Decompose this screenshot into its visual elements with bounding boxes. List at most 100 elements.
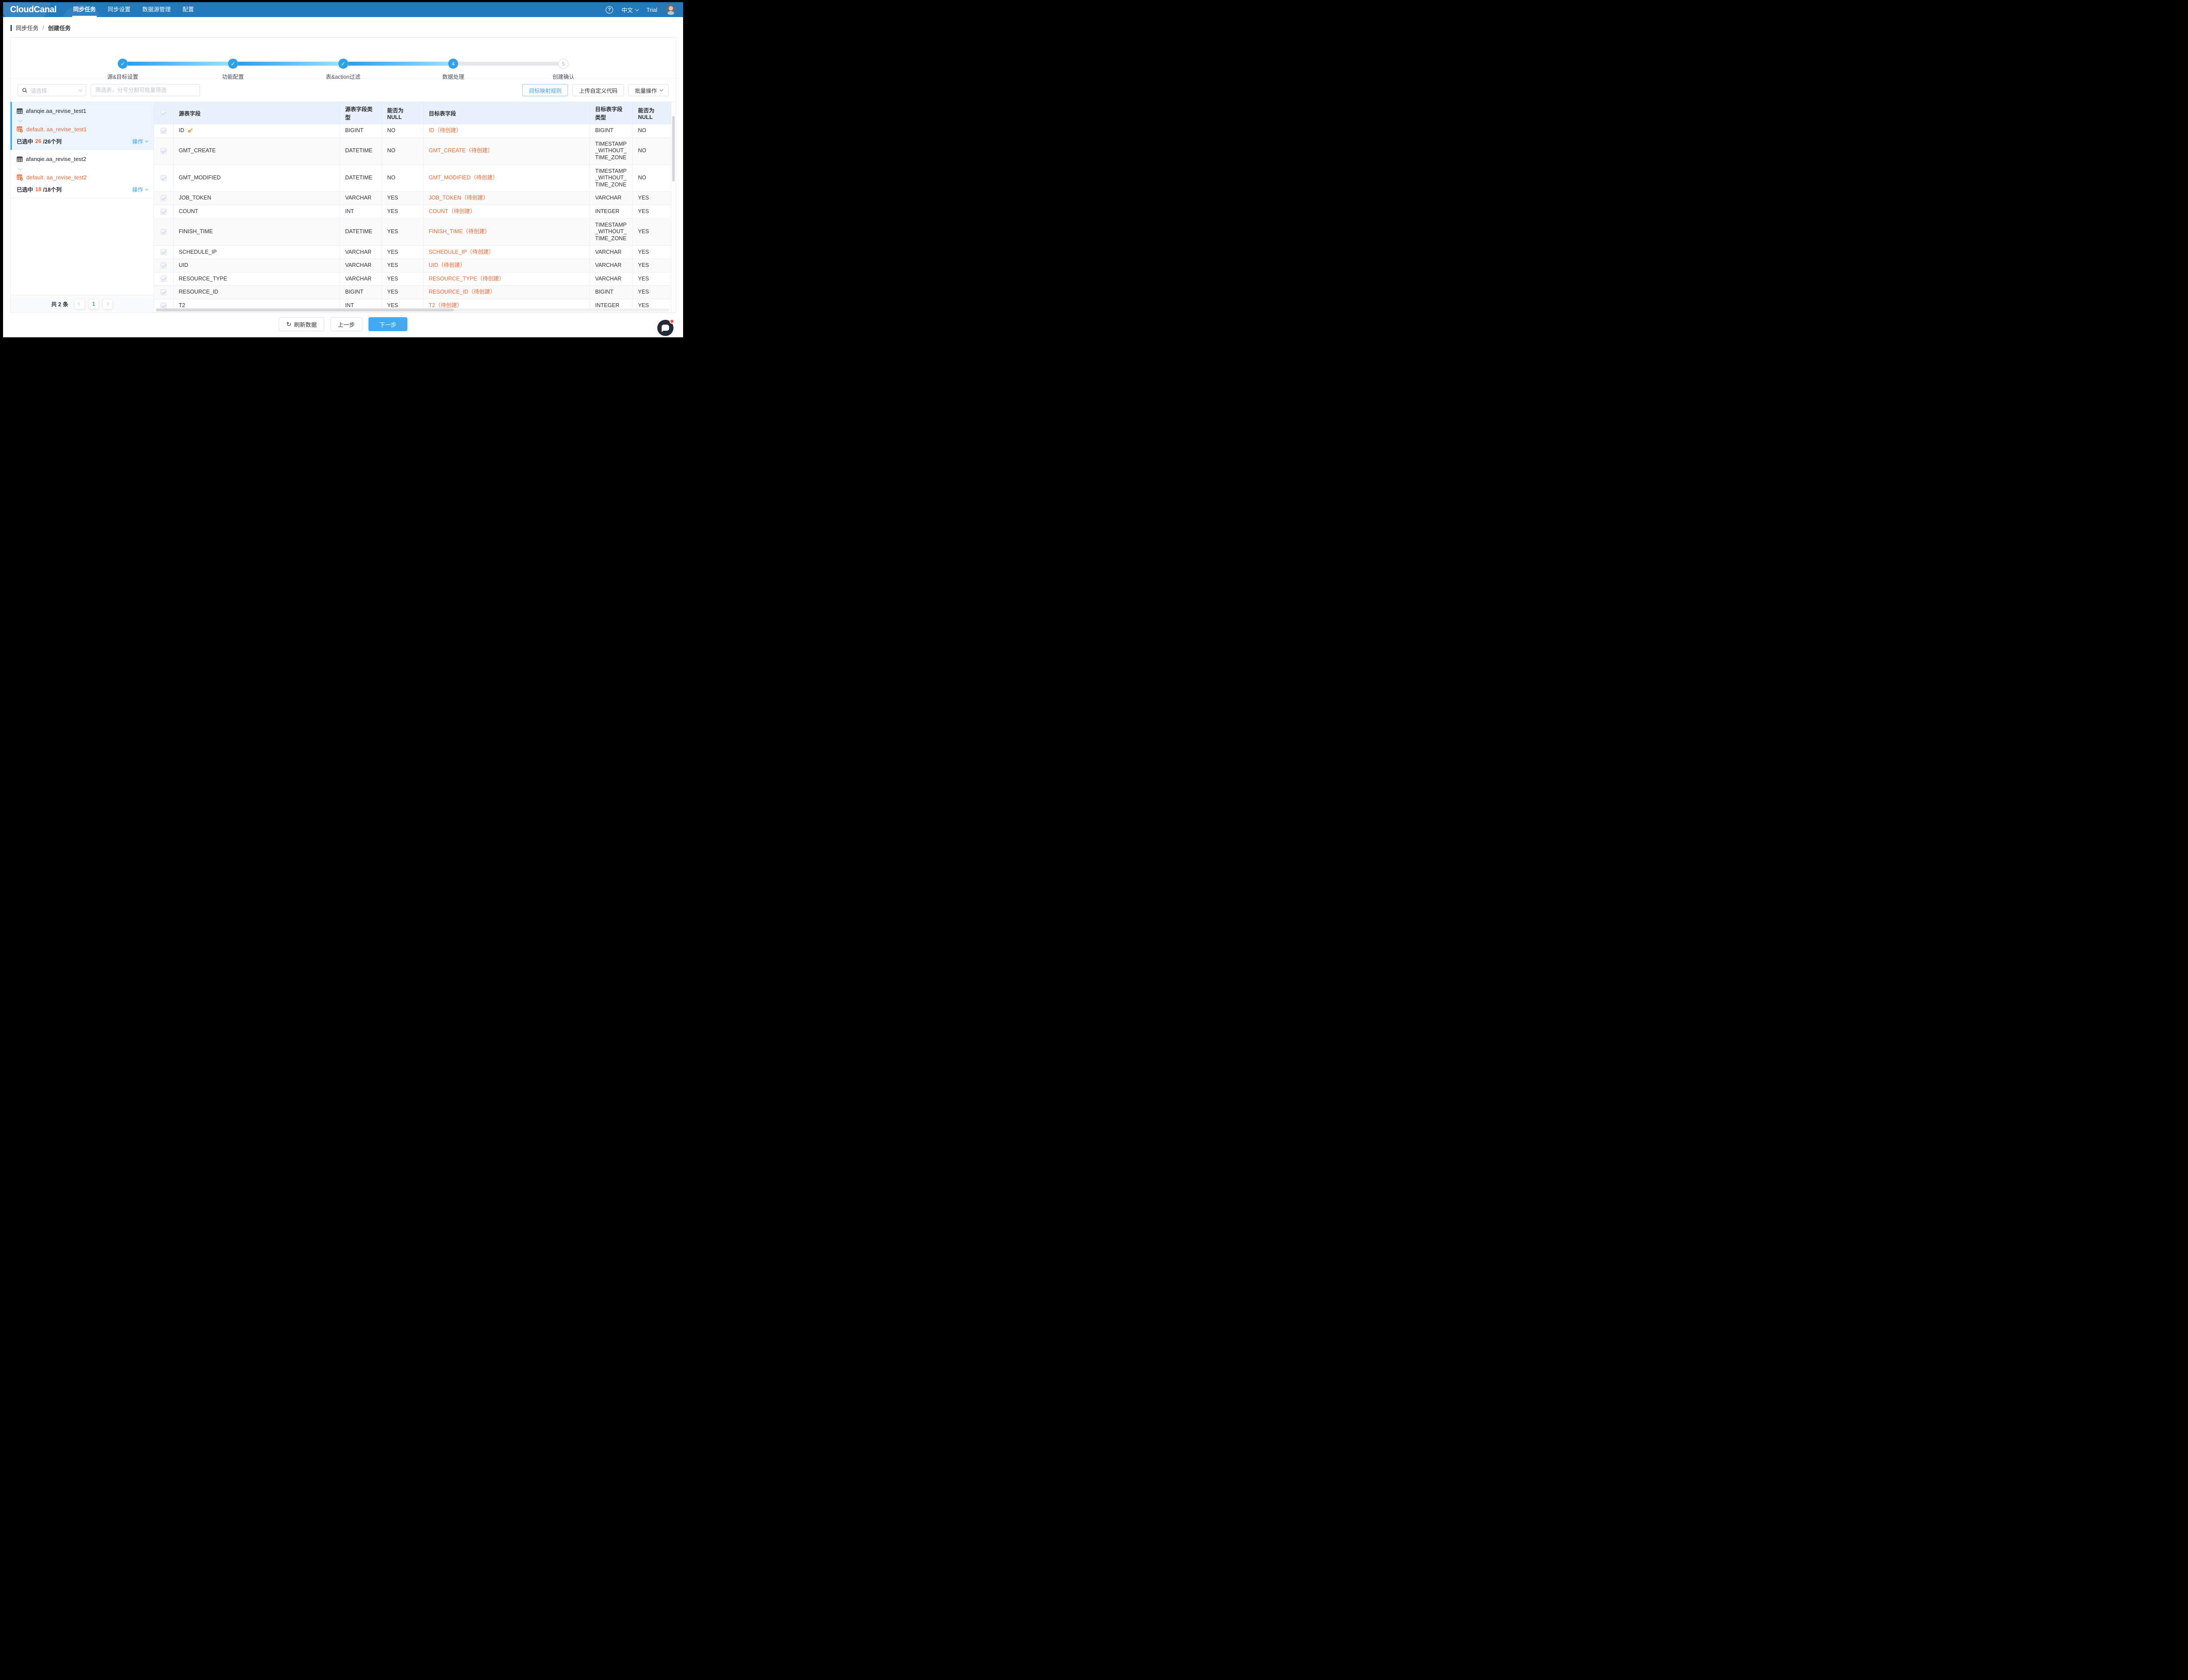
target-field-cell: COUNT（待创建）: [423, 205, 590, 219]
stepper-step: 5 创建确认: [552, 59, 575, 80]
source-field-name: UID: [179, 262, 189, 269]
nav-item[interactable]: 配置: [182, 2, 194, 17]
chat-bubble-icon: [662, 325, 669, 332]
upload-custom-code-button[interactable]: 上传自定义代码: [572, 84, 624, 96]
refresh-data-button[interactable]: ↻ 刷新数据: [279, 317, 324, 331]
target-null-cell: YES: [632, 272, 671, 286]
target-table-icon: [17, 174, 23, 181]
row-checkbox[interactable]: [160, 302, 167, 309]
step-circle: ✓: [118, 59, 128, 69]
nav-item-label: 同步设置: [108, 6, 131, 13]
header-source-null: 能否为NULL: [382, 102, 424, 124]
target-type-cell: TIMESTAMP_WITHOUT_TIME_ZONE: [589, 164, 633, 192]
row-checkbox[interactable]: [160, 262, 167, 269]
nav-item-label: 配置: [182, 6, 194, 13]
target-null-cell: YES: [632, 218, 671, 246]
pagination-next-button[interactable]: [102, 298, 113, 309]
target-table-icon: [17, 126, 23, 133]
source-type-cell: VARCHAR: [340, 272, 382, 286]
source-field-cell: JOB_TOKEN: [173, 191, 340, 205]
item-actions-dropdown[interactable]: 操作: [132, 185, 148, 193]
source-null-cell: NO: [382, 164, 424, 192]
source-type-cell: VARCHAR: [340, 259, 382, 273]
selected-total: /26个列: [43, 139, 62, 145]
select-all-checkbox[interactable]: [160, 110, 167, 116]
target-mapping-rule-button[interactable]: 目标映射规则: [522, 84, 568, 96]
table-row: JOB_TOKEN VARCHAR YES JOB_TOKEN（待创建） VAR…: [154, 191, 671, 205]
batch-operations-dropdown[interactable]: 批量操作: [628, 84, 669, 96]
step-label: 表&action过滤: [326, 74, 361, 80]
row-checkbox[interactable]: [160, 147, 167, 154]
target-field-name: ID（待创建）: [428, 127, 462, 133]
table-pair-item[interactable]: afanqie.aa_revise_test1 default. aa_revi…: [11, 102, 154, 150]
pagination-prev-button[interactable]: [74, 298, 85, 309]
cloudcanal-logo: CloudCanal: [10, 4, 57, 14]
help-icon[interactable]: ?: [606, 6, 614, 14]
table-pair-item[interactable]: afanqie.aa_revise_test2 default. aa_revi…: [11, 150, 154, 198]
chat-widget-button[interactable]: [657, 319, 674, 336]
target-field-cell: RESOURCE_ID（待创建）: [423, 285, 590, 299]
next-step-button[interactable]: 下一步: [368, 317, 407, 331]
source-type-cell: VARCHAR: [340, 245, 382, 259]
app-window: CloudCanal 同步任务 同步设置 数据源管理 配置 ? 中文 Trial…: [3, 2, 683, 337]
breadcrumb-parent[interactable]: 同步任务: [16, 25, 39, 32]
source-type-cell: BIGINT: [340, 285, 382, 299]
target-field-cell: RESOURCE_TYPE（待创建）: [423, 272, 590, 286]
row-checkbox[interactable]: [160, 208, 167, 215]
step-circle: 5: [558, 59, 568, 69]
source-type-cell: DATETIME: [340, 137, 382, 165]
mapping-arrow-icon: [18, 116, 147, 124]
nav-item[interactable]: 数据源管理: [142, 2, 171, 17]
stepper-step: ✓ 功能配置: [222, 59, 244, 80]
source-field-name: FINISH_TIME: [179, 228, 213, 235]
source-field-name: RESOURCE_TYPE: [179, 275, 227, 282]
nav-item[interactable]: 同步任务: [72, 2, 97, 17]
previous-step-button[interactable]: 上一步: [330, 317, 362, 331]
avatar[interactable]: [666, 4, 676, 15]
table-filter-input[interactable]: [91, 84, 200, 96]
batch-operations-label: 批量操作: [635, 88, 657, 94]
header-target-field: 目标表字段: [423, 102, 590, 124]
step-circle: ✓: [228, 59, 238, 69]
language-switcher[interactable]: 中文: [621, 6, 639, 14]
chevron-down-icon: [659, 88, 663, 91]
row-checkbox[interactable]: [160, 127, 167, 134]
step-label: 创建确认: [552, 74, 575, 80]
source-null-cell: YES: [382, 205, 424, 219]
row-checkbox[interactable]: [160, 289, 167, 296]
nav-item[interactable]: 同步设置: [108, 2, 130, 17]
source-field-cell: ID: [173, 124, 340, 138]
table-select-dropdown[interactable]: 请选择: [18, 84, 86, 96]
target-field-name: FINISH_TIME（待创建）: [428, 228, 491, 235]
nav-item-label: 同步任务: [73, 6, 96, 13]
target-null-cell: YES: [632, 245, 671, 259]
target-field-cell: GMT_MODIFIED（待创建）: [423, 164, 590, 192]
source-field-name: RESOURCE_ID: [179, 289, 218, 295]
row-checkbox[interactable]: [160, 249, 167, 256]
source-type-cell: DATETIME: [340, 164, 382, 192]
target-field-name: T2（待创建）: [428, 302, 463, 308]
row-checkbox[interactable]: [160, 195, 167, 202]
horizontal-scrollbar[interactable]: [156, 308, 670, 312]
header-source-type: 源表字段类型: [340, 102, 382, 124]
refresh-icon: ↻: [286, 321, 291, 328]
pagination-page-button[interactable]: 1: [88, 298, 99, 309]
row-checkbox[interactable]: [160, 276, 167, 282]
breadcrumb-accent-bar: [11, 24, 12, 31]
row-checkbox[interactable]: [160, 228, 167, 235]
source-null-cell: YES: [382, 245, 424, 259]
row-checkbox[interactable]: [160, 175, 167, 181]
target-null-cell: NO: [632, 124, 671, 138]
item-actions-label: 操作: [132, 187, 143, 193]
item-actions-label: 操作: [132, 139, 143, 145]
item-actions-dropdown[interactable]: 操作: [132, 137, 148, 145]
selected-count: 18: [35, 186, 42, 192]
target-null-cell: YES: [632, 191, 671, 205]
table-row: COUNT INT YES COUNT（待创建） INTEGER YES: [154, 205, 671, 219]
vertical-scrollbar[interactable]: [672, 116, 675, 182]
target-field-name: UID（待创建）: [428, 262, 466, 269]
target-field-cell: ID（待创建）: [423, 124, 590, 138]
source-field-cell: FINISH_TIME: [173, 218, 340, 246]
source-field-name: GMT_MODIFIED: [179, 175, 221, 181]
target-type-cell: TIMESTAMP_WITHOUT_TIME_ZONE: [589, 137, 633, 165]
